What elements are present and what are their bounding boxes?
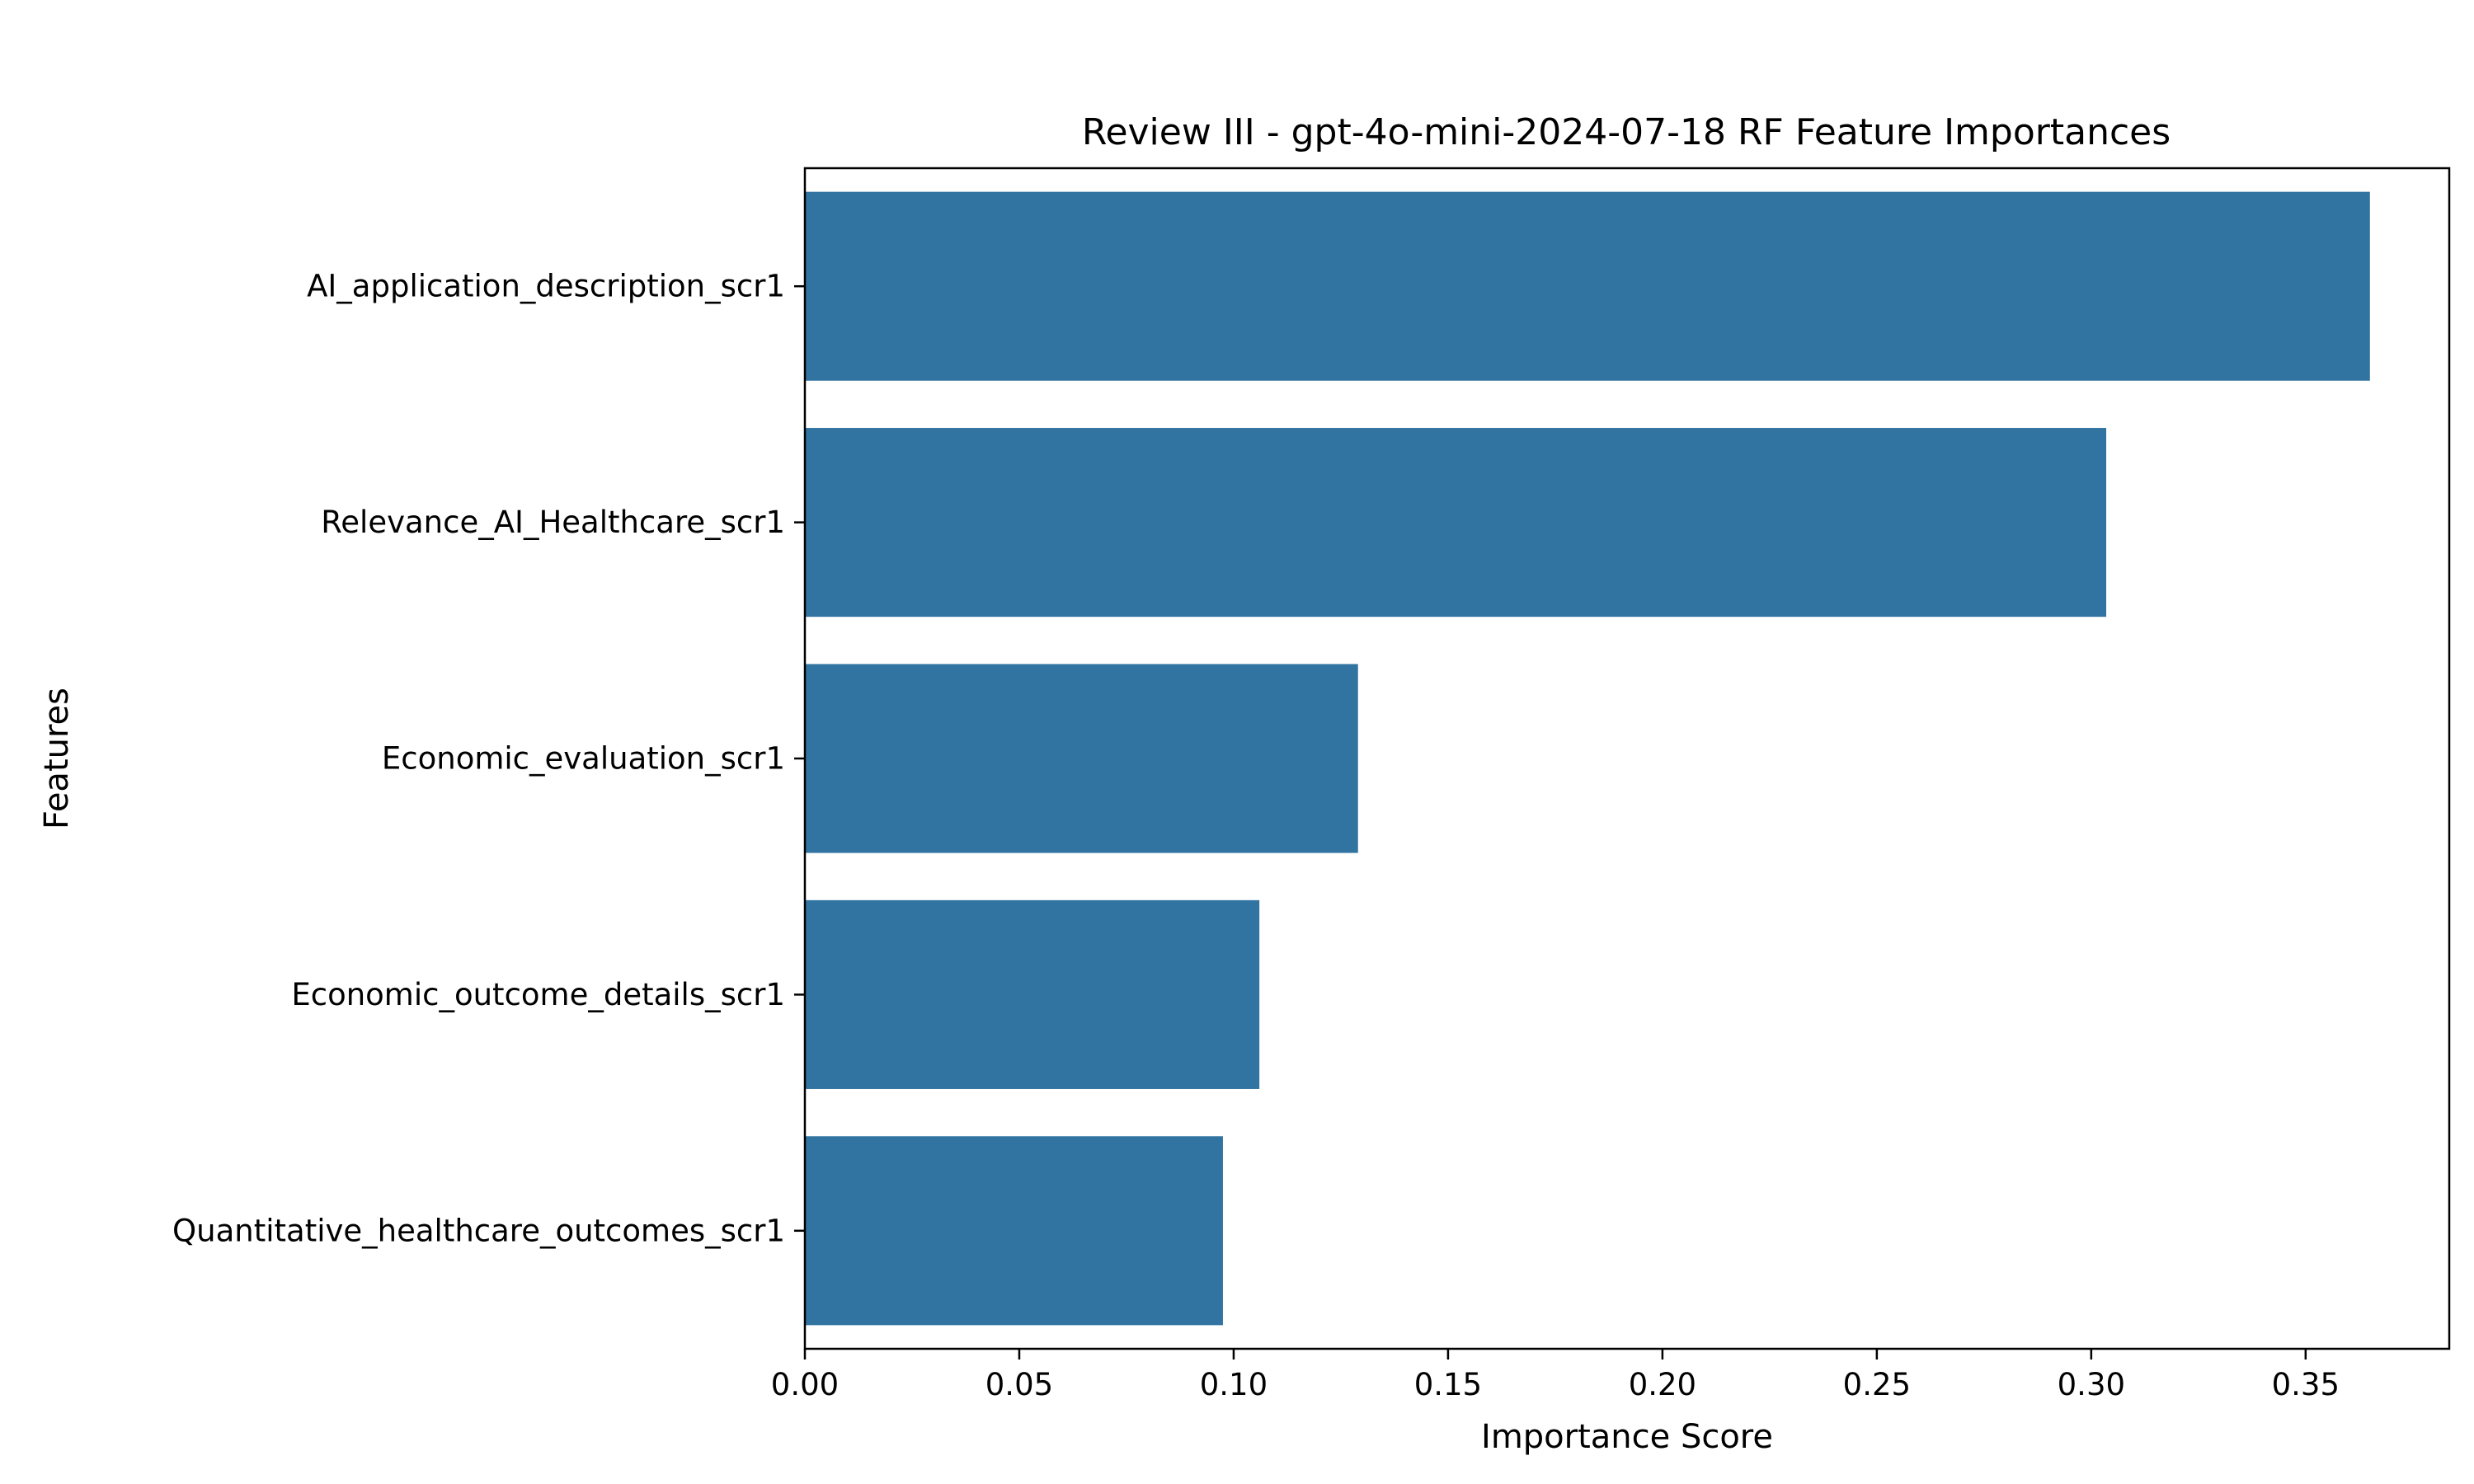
y-axis-ticks: AI_application_description_scr1 Relevance… — [172, 269, 805, 1248]
x-tick-label-3: 0.15 — [1414, 1367, 1482, 1402]
x-tick-label-5: 0.25 — [1843, 1367, 1911, 1402]
y-tick-label-4: Quantitative_healthcare_outcomes_scr1 — [172, 1213, 785, 1248]
chart-title: Review III - gpt-4o-mini-2024-07-18 RF F… — [1082, 111, 2171, 153]
plot-frame — [803, 167, 2451, 1350]
bar-3 — [805, 899, 1260, 1089]
x-tick-label-7: 0.35 — [2272, 1367, 2340, 1402]
x-tick-label-4: 0.20 — [1629, 1367, 1696, 1402]
y-tick-label-0: AI_application_description_scr1 — [307, 269, 785, 304]
x-axis-ticks: 0.00 0.05 0.10 0.15 0.20 0.25 0.30 0.35 — [771, 1349, 2340, 1402]
bar-0 — [805, 191, 2370, 381]
x-axis-label: Importance Score — [1481, 1418, 1773, 1456]
bar-4 — [805, 1136, 1223, 1326]
bar-1 — [805, 428, 2107, 618]
y-tick-label-1: Relevance_AI_Healthcare_scr1 — [321, 505, 785, 540]
bar-2 — [805, 664, 1358, 853]
y-tick-label-3: Economic_outcome_details_scr1 — [291, 977, 785, 1012]
y-axis-label: Features — [38, 688, 76, 829]
x-tick-label-1: 0.05 — [985, 1367, 1053, 1402]
x-tick-label-0: 0.00 — [771, 1367, 839, 1402]
y-tick-label-2: Economic_evaluation_scr1 — [382, 741, 785, 777]
x-tick-label-6: 0.30 — [2058, 1367, 2125, 1402]
x-tick-label-2: 0.10 — [1200, 1367, 1268, 1402]
bars-group — [805, 191, 2370, 1326]
